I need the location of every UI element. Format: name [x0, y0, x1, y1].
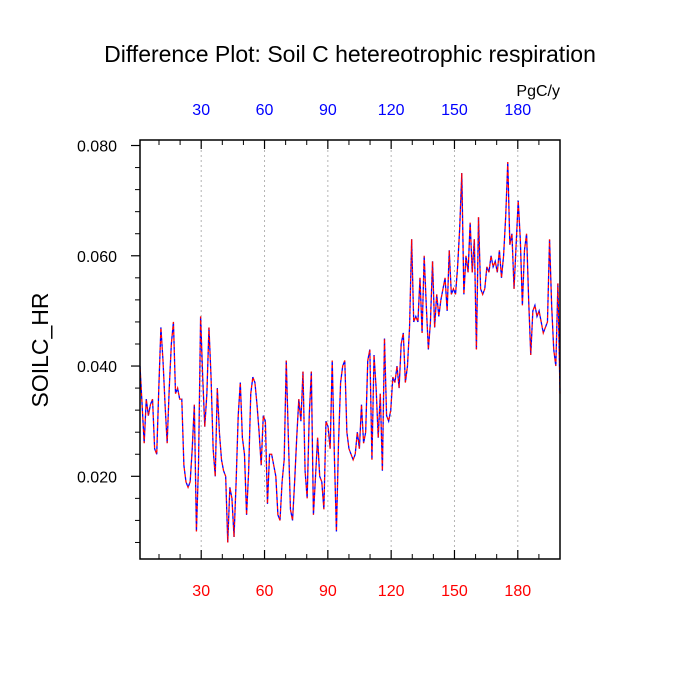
x-tick-label-top: 30 [192, 102, 210, 119]
x-tick-label-top: 180 [504, 102, 531, 119]
y-axis-label: SOILC_HR [27, 292, 53, 407]
series-line-red [139, 162, 561, 543]
x-tick-label-bottom: 30 [192, 583, 210, 600]
plot-frame [139, 139, 561, 560]
axis-ticks [131, 140, 540, 559]
x-tick-label-bottom: 180 [504, 583, 531, 600]
x-tick-label-bottom: 60 [256, 583, 274, 600]
grid-lines [200, 140, 519, 559]
x-tick-label-top: 60 [256, 102, 274, 119]
y-tick-label: 0.080 [77, 139, 117, 156]
y-tick-label: 0.040 [77, 359, 117, 376]
y-tick-label: 0.020 [77, 469, 117, 486]
chart-title: Difference Plot: Soil C hetereotrophic r… [104, 41, 596, 67]
x-tick-label-top: 150 [441, 102, 468, 119]
units-label: PgC/y [516, 83, 560, 100]
series-line-blue [139, 162, 561, 543]
y-tick-label: 0.060 [77, 249, 117, 266]
x-tick-label-bottom: 150 [441, 583, 468, 600]
x-tick-label-top: 90 [319, 102, 337, 119]
series-lines [139, 162, 561, 543]
x-tick-label-bottom: 90 [319, 583, 337, 600]
x-tick-label-bottom: 120 [378, 583, 405, 600]
tick-labels: 30 30 60 60 90 90 120 120 150 150 180 180 0.020 0.040… [77, 102, 531, 600]
x-tick-label-top: 120 [378, 102, 405, 119]
